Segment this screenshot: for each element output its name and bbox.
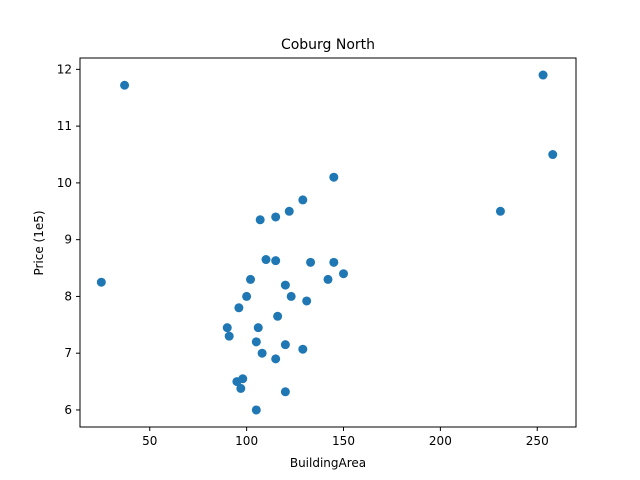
data-point — [271, 354, 281, 364]
data-point — [339, 269, 348, 279]
data-point — [306, 257, 316, 267]
y-tick-label: 12 — [57, 62, 72, 76]
y-tick-label: 6 — [64, 403, 72, 417]
data-point — [298, 344, 308, 354]
x-tick-label: 100 — [235, 434, 258, 448]
data-point — [96, 277, 106, 287]
data-point — [242, 291, 252, 301]
data-point — [495, 206, 505, 216]
data-point — [271, 256, 281, 266]
data-point — [284, 206, 294, 216]
data-point — [251, 337, 261, 347]
data-point — [120, 80, 130, 90]
data-point — [253, 323, 263, 333]
chart-title: Coburg North — [281, 37, 375, 53]
y-tick-label: 7 — [64, 346, 72, 360]
data-point — [280, 387, 290, 397]
x-tick-label: 50 — [142, 434, 157, 448]
data-point — [298, 195, 308, 205]
data-point — [246, 274, 255, 284]
x-tick-label: 150 — [332, 434, 355, 448]
x-tick-label: 250 — [526, 434, 549, 448]
plot-frame — [79, 57, 577, 428]
y-tick-label: 9 — [64, 233, 72, 247]
data-point — [286, 291, 296, 301]
data-point — [255, 215, 265, 225]
data-points — [96, 70, 558, 415]
plot-area — [79, 57, 577, 428]
data-point — [538, 70, 548, 80]
data-point — [280, 280, 290, 290]
y-tick-label: 11 — [57, 119, 72, 133]
data-point — [236, 383, 246, 393]
y-axis: 6 7 8 9 10 11 12 — [57, 62, 80, 417]
data-point — [224, 331, 234, 341]
y-tick-label: 10 — [57, 176, 72, 190]
data-point — [222, 323, 232, 333]
data-point — [280, 340, 290, 350]
data-point — [329, 172, 339, 182]
x-axis: 50 100 150 200 250 — [142, 427, 549, 448]
data-point — [234, 303, 244, 313]
data-point — [548, 150, 558, 160]
data-point — [273, 311, 283, 321]
data-point — [261, 255, 271, 265]
data-point — [329, 257, 339, 267]
data-point — [302, 296, 312, 306]
x-tick-label: 200 — [429, 434, 452, 448]
data-point — [323, 274, 333, 284]
data-point — [271, 212, 281, 222]
data-point — [232, 377, 242, 387]
y-axis-label: Price (1e5) — [32, 210, 46, 275]
y-tick-label: 8 — [64, 289, 72, 303]
x-axis-label: BuildingArea — [290, 456, 366, 470]
data-point — [251, 405, 261, 415]
data-point — [257, 348, 267, 358]
